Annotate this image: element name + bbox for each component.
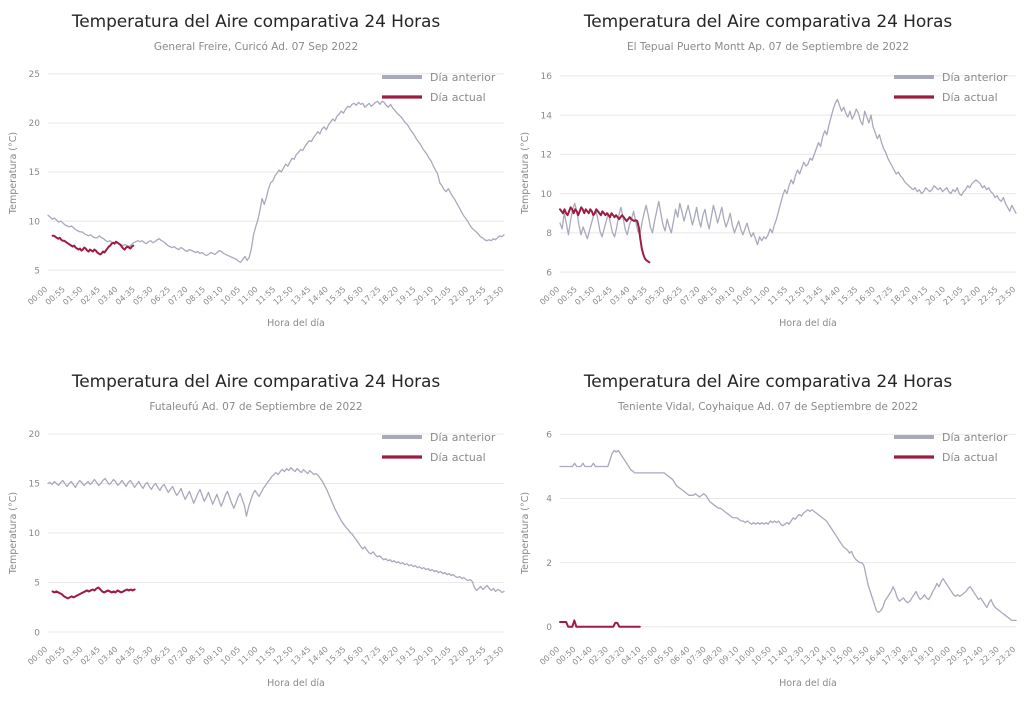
x-axis-label: Hora del día — [267, 318, 325, 329]
y-axis-label: Temperatura (°C) — [8, 492, 19, 575]
chart-subtitle: Teniente Vidal, Coyhaique Ad. 07 de Sept… — [617, 401, 919, 413]
chart-title: Temperatura del Aire comparativa 24 Hora… — [71, 12, 441, 32]
legend-label-current-day: Día actual — [942, 91, 998, 104]
legend-label-current-day: Día actual — [430, 91, 486, 104]
y-tick-label: 12 — [541, 151, 552, 161]
x-tick-label: 23:50 — [482, 285, 505, 307]
y-tick-label: 20 — [29, 119, 41, 129]
y-tick-label: 10 — [29, 529, 41, 539]
y-tick-label: 10 — [541, 190, 553, 200]
chart-title: Temperatura del Aire comparativa 24 Hora… — [71, 372, 441, 392]
chart-panel-0: Temperatura del Aire comparativa 24 Hora… — [0, 0, 512, 360]
chart-panel-2: Temperatura del Aire comparativa 24 Hora… — [0, 360, 512, 720]
legend-label-current-day: Día actual — [942, 451, 998, 464]
y-tick-label: 5 — [34, 266, 40, 276]
chart-subtitle: Futaleufú Ad. 07 de Septiembre de 2022 — [149, 401, 363, 413]
x-axis-label: Hora del día — [267, 678, 325, 689]
series-line-previous-day — [559, 449, 1017, 622]
chart-subtitle: General Freire, Curicó Ad. 07 Sep 2022 — [153, 41, 359, 53]
y-tick-label: 6 — [546, 431, 552, 441]
chart-title: Temperatura del Aire comparativa 24 Hora… — [583, 372, 953, 392]
chart-subtitle: El Tepual Puerto Montt Ap. 07 de Septiem… — [626, 41, 910, 53]
plot-area: 6 8 10 12 14 16 Temperatura (°C) 00:00 00:55 01:5… — [512, 0, 1024, 360]
y-tick-label: 15 — [29, 480, 40, 490]
y-tick-label: 0 — [34, 628, 40, 638]
plot-area: 0 5 10 15 20 Temperatura (°C) 00:00 00:55 01:50 0… — [0, 360, 512, 720]
y-axis-label: Temperatura (°C) — [520, 132, 531, 215]
series-line-previous-day — [47, 466, 505, 594]
series-line-previous-day — [47, 100, 505, 263]
y-tick-label: 8 — [546, 229, 552, 239]
x-tick-label: 23:50 — [994, 285, 1017, 307]
y-tick-label: 2 — [546, 559, 552, 569]
y-tick-label: 0 — [546, 623, 552, 633]
chart-title: Temperatura del Aire comparativa 24 Hora… — [583, 12, 953, 32]
legend-label-previous-day: Día anterior — [430, 71, 496, 84]
legend-label-current-day: Día actual — [430, 451, 486, 464]
x-tick-label: 23:50 — [482, 645, 505, 667]
y-tick-label: 6 — [546, 268, 552, 278]
series-line-current-day — [51, 586, 136, 600]
chart-panel-1: Temperatura del Aire comparativa 24 Hora… — [512, 0, 1024, 360]
y-tick-label: 14 — [541, 111, 553, 121]
legend-label-previous-day: Día anterior — [942, 431, 1008, 444]
y-tick-label: 5 — [34, 579, 40, 589]
y-tick-label: 20 — [29, 430, 41, 440]
chart-panel-3: Temperatura del Aire comparativa 24 Hora… — [512, 360, 1024, 720]
x-axis-label: Hora del día — [779, 678, 837, 689]
y-tick-label: 25 — [29, 70, 40, 80]
x-axis-label: Hora del día — [779, 318, 837, 329]
y-tick-label: 4 — [546, 495, 552, 505]
legend-label-previous-day: Día anterior — [430, 431, 496, 444]
y-tick-label: 16 — [541, 72, 553, 82]
series-line-current-day — [51, 234, 135, 256]
series-line-previous-day — [559, 98, 1017, 246]
y-tick-label: 10 — [29, 217, 41, 227]
series-line-current-day — [559, 206, 651, 264]
plot-area: 0 2 4 6 Temperatura (°C) 00:00 00:50 01:40 02:30… — [512, 360, 1024, 720]
plot-area: 5 10 15 20 25 Temperatura (°C) 00:00 00:55 01:50… — [0, 0, 512, 360]
y-tick-label: 15 — [29, 168, 40, 178]
y-axis-label: Temperatura (°C) — [520, 492, 531, 575]
y-axis-label: Temperatura (°C) — [8, 132, 19, 215]
series-line-current-day — [559, 619, 641, 628]
legend-label-previous-day: Día anterior — [942, 71, 1008, 84]
